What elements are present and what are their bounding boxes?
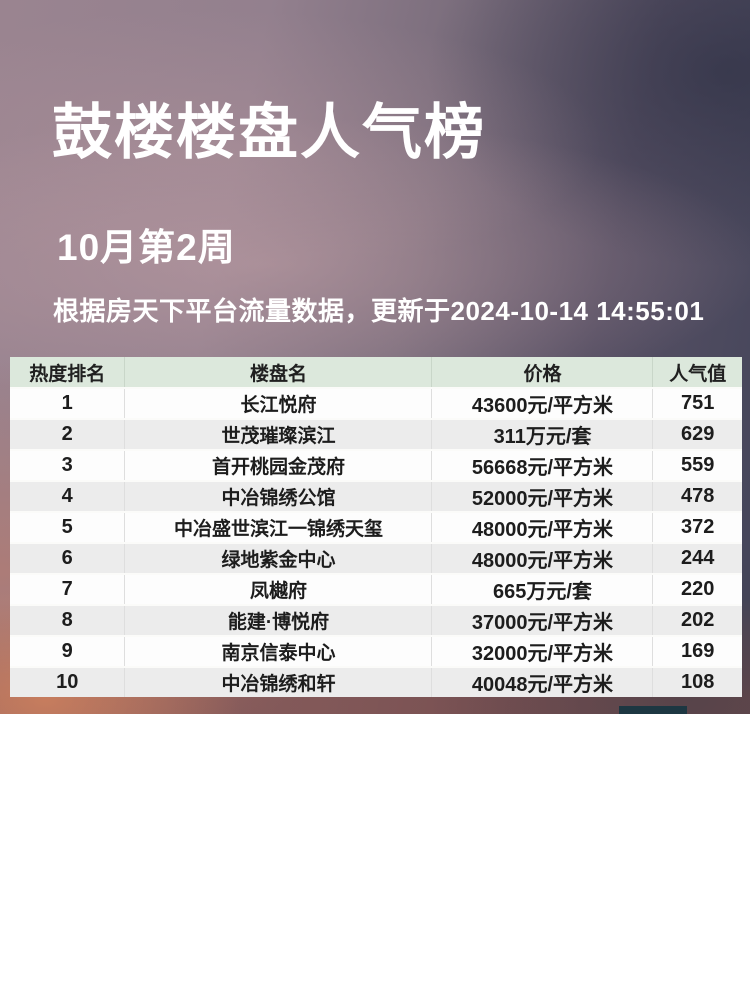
table-row: 4 中冶锦绣公馆 52000元/平方米 478 — [10, 481, 742, 513]
column-header-name: 楼盘名 — [124, 357, 433, 389]
project-name-cell: 绿地紫金中心 — [124, 543, 433, 575]
project-name-cell: 南京信泰中心 — [124, 636, 433, 668]
table-row: 5 中冶盛世滨江一锦绣天玺 48000元/平方米 372 — [10, 512, 742, 544]
project-name-cell: 凤樾府 — [124, 574, 433, 606]
popularity-cell: 751 — [652, 388, 742, 420]
popularity-cell: 169 — [652, 636, 742, 668]
price-cell: 40048元/平方米 — [431, 667, 654, 697]
rank-cell: 1 — [10, 388, 126, 420]
ranking-table: 热度排名 楼盘名 价格 人气值 1 长江悦府 43600元/平方米 751 2 … — [10, 357, 742, 697]
price-cell: 52000元/平方米 — [431, 481, 654, 513]
project-name-cell: 中冶锦绣和轩 — [124, 667, 433, 697]
table-row: 2 世茂璀璨滨江 311万元/套 629 — [10, 419, 742, 451]
rank-cell: 5 — [10, 512, 126, 544]
project-name-cell: 首开桃园金茂府 — [124, 450, 433, 482]
price-cell: 56668元/平方米 — [431, 450, 654, 482]
table-row: 6 绿地紫金中心 48000元/平方米 244 — [10, 543, 742, 575]
price-cell: 48000元/平方米 — [431, 543, 654, 575]
table-row: 3 首开桃园金茂府 56668元/平方米 559 — [10, 450, 742, 482]
table-row: 7 凤樾府 665万元/套 220 — [10, 574, 742, 606]
project-name-cell: 能建·博悦府 — [124, 605, 433, 637]
column-header-rank: 热度排名 — [10, 357, 126, 389]
table-header-row: 热度排名 楼盘名 价格 人气值 — [10, 357, 742, 389]
period-subtitle: 10月第2周 — [57, 227, 236, 268]
price-cell: 665万元/套 — [431, 574, 654, 606]
popularity-cell: 202 — [652, 605, 742, 637]
project-name-cell: 中冶盛世滨江一锦绣天玺 — [124, 512, 433, 544]
photo-dark-detail — [619, 706, 687, 714]
project-name-cell: 长江悦府 — [124, 388, 433, 420]
column-header-popularity: 人气值 — [652, 357, 742, 389]
price-cell: 32000元/平方米 — [431, 636, 654, 668]
project-name-cell: 中冶锦绣公馆 — [124, 481, 433, 513]
rank-cell: 2 — [10, 419, 126, 451]
rank-cell: 6 — [10, 543, 126, 575]
rank-cell: 10 — [10, 667, 126, 697]
popularity-cell: 478 — [652, 481, 742, 513]
table-row: 9 南京信泰中心 32000元/平方米 169 — [10, 636, 742, 668]
table-row: 1 长江悦府 43600元/平方米 751 — [10, 388, 742, 420]
price-cell: 43600元/平方米 — [431, 388, 654, 420]
rank-cell: 4 — [10, 481, 126, 513]
popularity-cell: 559 — [652, 450, 742, 482]
price-cell: 37000元/平方米 — [431, 605, 654, 637]
rank-cell: 8 — [10, 605, 126, 637]
popularity-cell: 372 — [652, 512, 742, 544]
popularity-cell: 220 — [652, 574, 742, 606]
popularity-cell: 108 — [652, 667, 742, 697]
popularity-cell: 629 — [652, 419, 742, 451]
rank-cell: 9 — [10, 636, 126, 668]
price-cell: 48000元/平方米 — [431, 512, 654, 544]
popularity-cell: 244 — [652, 543, 742, 575]
price-cell: 311万元/套 — [431, 419, 654, 451]
table-row: 10 中冶锦绣和轩 40048元/平方米 108 — [10, 667, 742, 697]
column-header-price: 价格 — [431, 357, 654, 389]
table-row: 8 能建·博悦府 37000元/平方米 202 — [10, 605, 742, 637]
rank-cell: 3 — [10, 450, 126, 482]
project-name-cell: 世茂璀璨滨江 — [124, 419, 433, 451]
source-update-note: 根据房天下平台流量数据，更新于2024-10-14 14:55:01 — [53, 296, 705, 326]
rank-cell: 7 — [10, 574, 126, 606]
page-title: 鼓楼楼盘人气榜 — [52, 99, 486, 166]
